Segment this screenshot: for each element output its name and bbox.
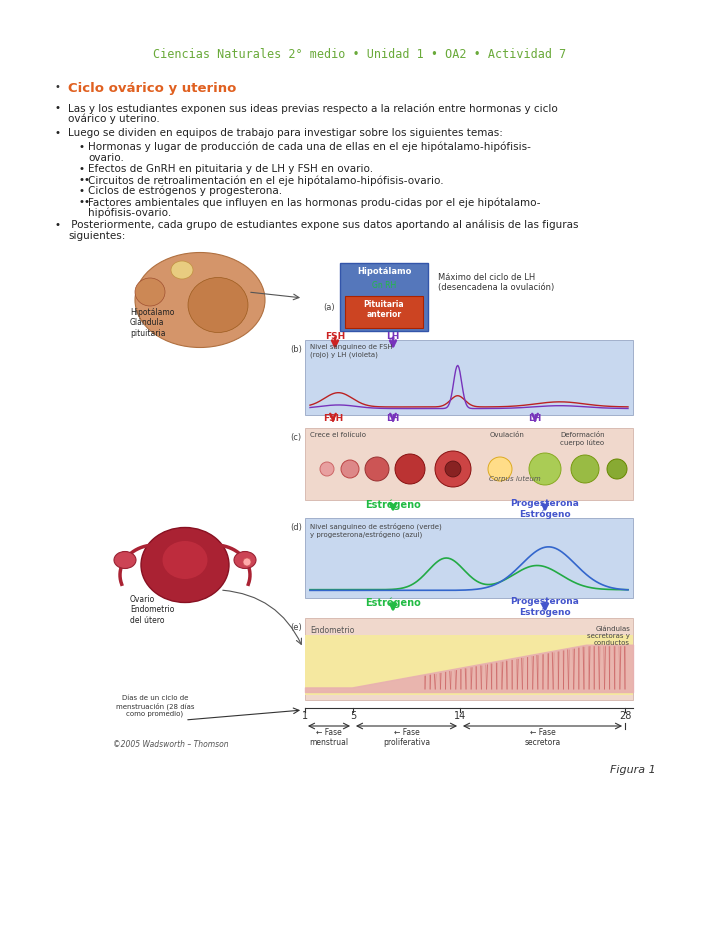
Text: Factores ambientales que influyen en las hormonas produ­cidas por el eje hipótal: Factores ambientales que influyen en las…	[88, 197, 541, 208]
Ellipse shape	[141, 528, 229, 602]
Text: Hormonas y lugar de producción de cada una de ellas en el eje hipótalamo-hipófis: Hormonas y lugar de producción de cada u…	[88, 142, 531, 153]
Bar	[305, 428, 633, 500]
Text: •: •	[55, 128, 61, 138]
Text: siguientes:: siguientes:	[68, 231, 125, 241]
Circle shape	[571, 455, 599, 483]
Text: •: •	[55, 82, 61, 92]
Text: •: •	[78, 186, 84, 196]
FancyBboxPatch shape	[340, 263, 428, 331]
Text: ← Fase
secretora: ← Fase secretora	[524, 728, 561, 747]
Text: Ovario
Endometrio
del útero: Ovario Endometrio del útero	[130, 595, 174, 624]
Bar	[305, 518, 633, 598]
Text: •: •	[55, 220, 61, 230]
Text: Figura 1: Figura 1	[610, 765, 656, 775]
Text: Corpus luteum: Corpus luteum	[489, 476, 541, 482]
Ellipse shape	[171, 261, 193, 279]
Text: Las y los estudiantes exponen sus ideas previas respecto a la relación entre hor: Las y los estudiantes exponen sus ideas …	[68, 103, 558, 114]
Ellipse shape	[135, 278, 165, 306]
Ellipse shape	[114, 552, 136, 569]
Text: Nivel sanguineo de estrógeno (verde)
y progesterona/estrógeno (azul): Nivel sanguineo de estrógeno (verde) y p…	[310, 522, 442, 538]
Text: Máximo del ciclo de LH
(desencadena la ovulación): Máximo del ciclo de LH (desencadena la o…	[438, 273, 554, 293]
Circle shape	[395, 454, 425, 484]
Text: 28: 28	[618, 711, 631, 721]
Text: (b): (b)	[290, 345, 302, 354]
Text: Días de un ciclo de
menstruación (28 días
como promedio): Días de un ciclo de menstruación (28 día…	[116, 695, 194, 718]
Text: Nivel sanguineo de FSH
(rojo) y LH (violeta): Nivel sanguineo de FSH (rojo) y LH (viol…	[310, 344, 392, 358]
Circle shape	[320, 462, 334, 476]
Text: Deformación
cuerpo lúteo: Deformación cuerpo lúteo	[560, 432, 605, 445]
Circle shape	[435, 451, 471, 487]
FancyBboxPatch shape	[345, 296, 423, 328]
Text: •: •	[55, 103, 61, 113]
Text: (a): (a)	[323, 303, 335, 312]
Text: 5: 5	[350, 711, 356, 721]
Circle shape	[529, 453, 561, 485]
Text: •: •	[78, 164, 84, 174]
Text: Estrógeno: Estrógeno	[365, 499, 421, 510]
Text: ← Fase
menstrual: ← Fase menstrual	[310, 728, 348, 747]
Text: Hipotálamo: Hipotálamo	[357, 267, 411, 276]
Text: FSH: FSH	[325, 332, 345, 341]
Circle shape	[488, 457, 512, 481]
Circle shape	[607, 459, 627, 479]
Text: LH: LH	[387, 332, 400, 341]
Text: •: •	[78, 142, 84, 152]
Text: Posteriormente, cada grupo de estudiantes expone sus datos aportando al análisis: Posteriormente, cada grupo de estudiante…	[68, 220, 578, 230]
Text: Glándulas
secretoras y
conductos: Glándulas secretoras y conductos	[587, 626, 630, 646]
Text: Hipotálamo
Glándula
pituitaria: Hipotálamo Glándula pituitaria	[130, 308, 174, 337]
Text: Efectos de GnRH en pituitaria y de LH y FSH en ovario.: Efectos de GnRH en pituitaria y de LH y …	[88, 164, 373, 174]
Bar	[305, 635, 633, 695]
Text: Estrógeno: Estrógeno	[365, 597, 421, 608]
Text: ← Fase
proliferativa: ← Fase proliferativa	[383, 728, 430, 747]
Text: Pituitaria
anterior: Pituitaria anterior	[364, 300, 405, 320]
Text: Ciencias Naturales 2° medio • Unidad 1 • OA2 • Actividad 7: Ciencias Naturales 2° medio • Unidad 1 •…	[153, 48, 567, 61]
Bar	[108, 252, 638, 817]
Ellipse shape	[135, 253, 265, 348]
Text: 14: 14	[454, 711, 466, 721]
Text: Ciclos de estrógenos y progesterona.: Ciclos de estrógenos y progesterona.	[88, 186, 282, 197]
Text: 1: 1	[302, 711, 308, 721]
Text: (d): (d)	[290, 523, 302, 532]
Circle shape	[243, 558, 251, 566]
Text: ••: ••	[78, 175, 90, 185]
Text: Gn RH: Gn RH	[372, 281, 396, 290]
Text: (c): (c)	[290, 433, 301, 442]
Ellipse shape	[163, 541, 207, 579]
Text: (e): (e)	[290, 623, 302, 632]
Text: Endometrio: Endometrio	[310, 626, 354, 635]
Text: Luego se dividen en equipos de trabajo para investigar sobre los siguientes tema: Luego se dividen en equipos de trabajo p…	[68, 128, 503, 138]
Text: FSH: FSH	[323, 414, 343, 423]
Bar	[305, 618, 633, 700]
Ellipse shape	[234, 552, 256, 569]
Text: Progesterona
Estrógeno: Progesterona Estrógeno	[510, 499, 580, 519]
Bar	[305, 340, 633, 415]
Text: Progesterona
Estrógeno: Progesterona Estrógeno	[510, 597, 580, 617]
Circle shape	[365, 457, 389, 481]
Circle shape	[445, 461, 461, 477]
Text: Ciclo ovárico y uterino: Ciclo ovárico y uterino	[68, 82, 236, 95]
Text: Crece el folículo: Crece el folículo	[310, 432, 366, 438]
Text: Circuitos de retroalimentación en el eje hipótalamo-hipófisis-ovario.: Circuitos de retroalimentación en el eje…	[88, 175, 444, 185]
Text: hipófisis-ovario.: hipófisis-ovario.	[88, 208, 171, 218]
Text: Ovulación: Ovulación	[490, 432, 525, 438]
Circle shape	[341, 460, 359, 478]
Text: ••: ••	[78, 197, 90, 207]
Text: LH: LH	[528, 414, 541, 423]
Text: ovario.: ovario.	[88, 153, 124, 163]
Text: ©2005 Wadsworth – Thomson: ©2005 Wadsworth – Thomson	[113, 740, 229, 749]
Text: LH: LH	[387, 414, 400, 423]
Text: ovárico y uterino.: ovárico y uterino.	[68, 114, 160, 125]
Ellipse shape	[188, 278, 248, 333]
